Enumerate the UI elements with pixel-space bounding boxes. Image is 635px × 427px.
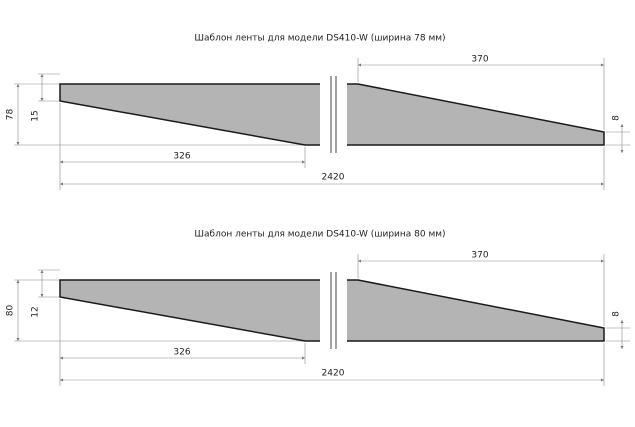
dim-end: 8 [612,115,622,121]
dim-left-length: 326 [173,152,190,162]
tape-right [347,280,604,341]
tape-left [60,280,320,341]
tape-right-outline [347,83,605,146]
dim-total-length: 2420 [322,369,345,379]
dim-edge: 15 [31,110,41,121]
tape-left [60,84,320,145]
tape-left-outline [59,279,320,342]
dim-left-length: 326 [173,348,190,358]
dim-height: 80 [6,305,16,317]
break-line [330,272,337,349]
dim-right-length: 370 [471,251,488,261]
template-title: Шаблон ленты для модели DS410-W (ширина … [194,34,445,44]
template-title: Шаблон ленты для модели DS410-W (ширина … [194,230,445,240]
tape-right-outline [347,279,605,342]
dim-edge: 12 [31,306,41,317]
dim-total-length: 2420 [322,173,345,183]
dim-right-length: 370 [471,55,488,65]
dim-end: 8 [612,311,622,317]
break-line [330,76,337,153]
dim-height: 78 [6,109,16,121]
tape-left-outline [59,83,320,146]
tape-right [347,84,604,145]
